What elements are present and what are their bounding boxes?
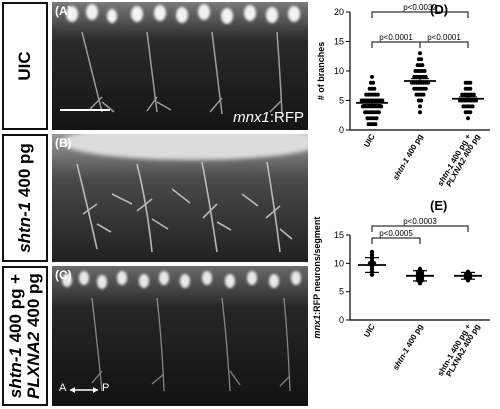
chart-d-point [423,86,428,91]
chart-d-category-label: shtn-1 400 pg [391,132,425,181]
chart-d-ytick-label: 10 [334,66,344,76]
chart-e-ytick-label: 10 [334,258,344,268]
chart-d-p-value: p<0.0001 [427,33,461,42]
panel-label-c: (C) [55,268,72,282]
row-label-c-dose2: 400 pg [24,273,43,332]
row-label-shtn1: shtn-1 400 pg [2,134,48,262]
row-label-shtn1-dose: 400 pg [15,143,34,202]
chart-d-point [468,110,473,115]
axis-label-anterior: A [59,382,67,394]
chart-e-ytick-label: 15 [334,230,344,240]
panel-label-a: (A) [55,4,72,18]
panel-label-b: (B) [55,136,72,150]
chart-d-ytick-label: 0 [339,125,344,135]
chart-d-y-label: # of branches [316,42,326,101]
micrograph-a: (A) mnx1:RFP [52,2,308,130]
chart-d-point [376,110,381,115]
row-label-c-gene1: shtn-1 [6,347,25,399]
chart-e-p-value: p<0.0003 [403,217,437,226]
chart-d-point [371,80,376,85]
chart-d-point [420,63,425,68]
chart-d-comparison-bracket [371,11,469,18]
marker-gene: mnx1 [233,109,270,126]
chart-d-point [375,92,380,97]
chart-d-point [471,92,476,97]
row-label-shtn1-plxna2: shtn-1 400 pg + PLXNA2 400 pg [2,266,48,406]
row-label-shtn1-plxna2-text: shtn-1 400 pg + PLXNA2 400 pg [6,273,43,399]
chart-d-comparison-bracket [419,41,469,48]
chart-d-point [419,98,424,103]
chart-d-point [466,116,470,121]
chart-d-ytick-label: 5 [339,96,344,106]
chart-d-point [468,86,473,91]
chart-d: (D) 0 5 10 15 20 # of branches p<0.0001 p<0.0001… [316,2,490,188]
chart-e-p-value: p<0.0005 [379,229,413,238]
chart-e-category-label: UIC [362,322,377,339]
chart-d-point [418,51,422,56]
chart-e-panel-label: (E) [430,200,447,213]
chart-d-point [468,80,473,85]
chart-d-point [370,74,374,79]
chart-e-ytick-label: 0 [339,315,344,325]
row-label-uic-text: UIC [15,51,34,81]
micrograph-b: (B) [52,134,308,262]
chart-d-point [374,116,379,121]
row-label-c-gene2: PLXNA2 [24,331,43,399]
chart-d-point [470,104,475,109]
marker-suffix: :RFP [269,109,304,126]
chart-d-point [418,110,422,115]
chart-e-category-label: shtn-1 400 pg [391,322,425,371]
chart-d-ytick-label: 20 [334,7,344,17]
chart-d-point [422,69,427,73]
micrograph-b-image [52,134,308,262]
chart-d-comparison-bracket [371,41,421,48]
chart-d-point [379,104,384,109]
axis-label-posterior: P [102,382,110,394]
chart-e-comparison-bracket [371,225,469,232]
chart-e-comparison-bracket [371,237,421,244]
marker-label: mnx1:RFP [233,109,304,126]
chart-e-point [369,249,375,255]
row-label-c-dose1: 400 pg + [6,273,25,348]
row-label-uic: UIC [2,2,48,130]
row-label-uic-part: UIC [15,51,34,81]
chart-d-point [380,98,385,103]
chart-d-p-value: p<0.0001 [379,33,413,42]
micrograph-c: (C) A P [52,266,308,406]
micrograph-c-image [52,266,308,406]
chart-d-point [418,104,422,109]
row-label-shtn1-text: shtn-1 400 pg [15,143,34,253]
chart-d-category-label: UIC [362,132,377,149]
chart-d-point [421,92,426,97]
chart-e-y-label: mnx1:RFP neurons/segment [312,217,322,339]
chart-d-p-value: p<0.0032 [403,3,437,12]
chart-d-panel-label: (D) [430,2,448,17]
micrograph-a-image [52,2,308,130]
chart-d-point [372,86,377,91]
chart-d-point [423,74,428,79]
chart-d-point [373,122,378,127]
chart-d-ytick-label: 15 [334,37,344,47]
chart-d-point [419,57,424,62]
chart-e: (E) 0 5 10 15 mnx1:RFP neurons/segment p<0.000… [312,200,490,378]
row-label-shtn1-gene: shtn-1 [15,201,34,253]
chart-e-ytick-label: 5 [339,287,344,297]
